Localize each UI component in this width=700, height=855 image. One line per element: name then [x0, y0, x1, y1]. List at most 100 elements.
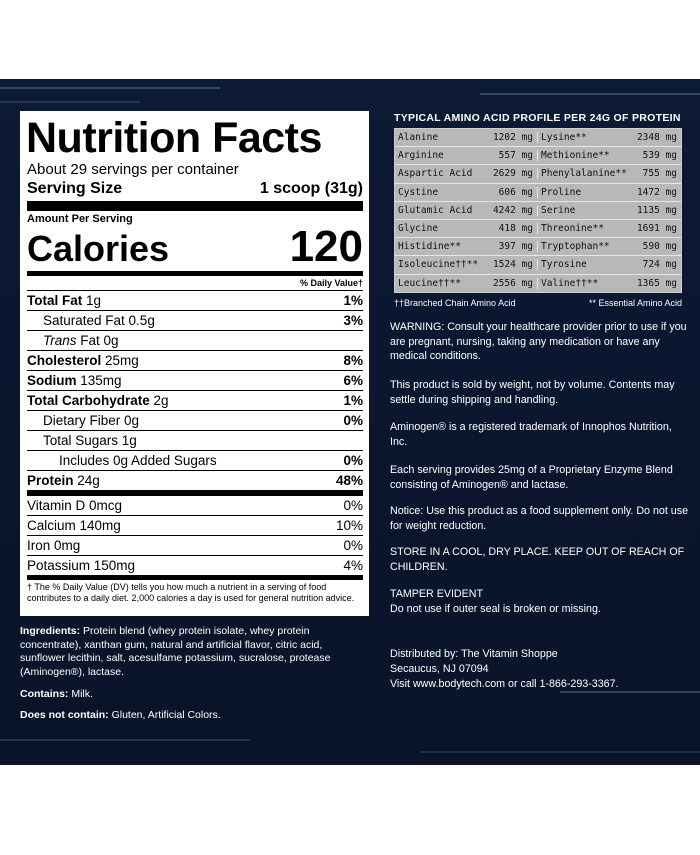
nutrient-amount: 24g [77, 473, 100, 488]
nutrient-dv: 6% [343, 373, 363, 388]
nutrient-amount: 25mg [105, 353, 139, 368]
nutrient-name: Protein [27, 473, 74, 488]
nutrient-name: Total Carbohydrate [27, 393, 150, 408]
amino-acid-cell: Threonine** 1691 mg [538, 223, 681, 234]
amino-acid-value: 606 mg [498, 186, 533, 198]
vitamin-name: Potassium 150mg [27, 558, 136, 573]
amino-acid-name: Glutamic Acid [398, 204, 473, 216]
amino-acid-cell: Valine††** 1365 mg [538, 278, 681, 289]
nutrient-name: Total Fat [27, 293, 83, 308]
ingredients-body: Protein blend (whey protein isolate, whe… [20, 625, 331, 678]
amino-acid-cell: Aspartic Acid 2629 mg [395, 168, 538, 180]
amino-acid-value: 1135 mg [636, 204, 677, 216]
amino-acid-cell: Lysine** 2348 mg [538, 132, 681, 143]
distributor-line-3: Visit www.bodytech.com or call 1-866-293… [390, 678, 619, 690]
amino-acid-cell: Histidine** 397 mg [395, 241, 538, 253]
nutrient-name: Trans [43, 333, 77, 348]
amino-acid-value: 724 mg [642, 259, 677, 271]
amino-acid-name: Isoleucine††** [398, 259, 479, 271]
calories-label: Calories [27, 228, 170, 269]
amino-acid-value: 2556 mg [492, 277, 533, 289]
servings-per-container: About 29 servings per container [27, 161, 239, 178]
amino-acid-cell: Cystine 606 mg [395, 186, 538, 198]
amino-acid-cell: Phenylalanine** 755 mg [538, 168, 681, 179]
amino-acid-name: Glycine [398, 223, 439, 235]
amino-acid-name: Serine [541, 204, 576, 216]
nutrient-name: Cholesterol [27, 353, 102, 368]
amino-acid-row: Leucine††** 2556 mg Valine††** 1365 mg [395, 275, 681, 292]
amino-acid-cell: Serine 1135 mg [538, 205, 681, 216]
amino-acid-name: Leucine††** [398, 277, 461, 289]
calories-row: Calories 120 [27, 225, 363, 276]
vitamin-name: Iron 0mg [27, 538, 81, 553]
distributor-line-2: Secaucus, NJ 07094 [390, 663, 489, 675]
daily-value-header: % Daily Value† [27, 276, 363, 291]
amino-acid-name: Cystine [398, 186, 439, 198]
amino-acid-value: 4242 mg [492, 204, 533, 216]
distributor-line-1: Distributed by: The Vitamin Shoppe [390, 648, 558, 660]
nutrient-amount: Fat 0g [76, 333, 119, 348]
nutrient-name: Includes 0g Added Sugars [59, 453, 217, 468]
amino-acid-name: Tryptophan** [541, 241, 610, 253]
ingredients-text: Ingredients: Protein blend (whey protein… [20, 625, 370, 679]
nutrient-row: Sodium 135mg 6% [27, 370, 363, 390]
amino-acid-name: Aspartic Acid [398, 168, 473, 180]
amino-acid-value: 557 mg [498, 150, 533, 162]
nutrient-name: Total Sugars 1g [43, 433, 137, 448]
amino-acid-cell: Isoleucine††** 1524 mg [395, 259, 538, 271]
amino-acid-row: Arginine 557 mg Methionine** 539 mg [395, 147, 681, 166]
amino-acid-value: 539 mg [642, 150, 677, 162]
amino-acid-cell: Leucine††** 2556 mg [395, 277, 538, 289]
amino-acid-value: 590 mg [642, 241, 677, 253]
nutrient-row: Cholesterol 25mg 8% [27, 350, 363, 370]
nutrient-name: Saturated Fat 0.5g [43, 313, 155, 328]
amino-acid-name: Methionine** [541, 150, 610, 162]
amino-acid-name: Arginine [398, 150, 444, 162]
nutrient-row: Saturated Fat 0.5g 3% [27, 310, 363, 330]
vitamin-name: Vitamin D 0mcg [27, 498, 123, 513]
amino-acid-row: Aspartic Acid 2629 mg Phenylalanine** 755 m… [395, 165, 681, 184]
serving-size-label: Serving Size [27, 180, 123, 197]
essential-legend: ** Essential Amino Acid [588, 297, 682, 308]
nutrient-row: Total Fat 1g 1% [27, 291, 363, 310]
serving-size-row: Serving Size 1 scoop (31g) [27, 179, 363, 211]
amino-acid-legend: ††Branched Chain Amino Acid ** Essential… [394, 296, 682, 310]
notice-text: Notice: Use this product as a food suppl… [390, 505, 689, 532]
amino-acid-row: Glutamic Acid 4242 mg Serine 1135 mg [395, 202, 681, 220]
amino-acid-cell: Tryptophan** 590 mg [538, 241, 681, 252]
vitamin-name: Calcium 140mg [27, 518, 121, 533]
nutrient-dv: 8% [343, 353, 363, 368]
amino-acid-value: 1691 mg [636, 223, 677, 235]
amino-acid-row: Histidine** 397 mg Tryptophan** 590 mg [395, 238, 681, 257]
amino-acid-cell: Alanine 1202 mg [395, 132, 538, 144]
amino-acid-value: 1472 mg [636, 186, 677, 198]
nutrient-row: Dietary Fiber 0g 0% [27, 410, 363, 430]
amino-acid-name: Tyrosine [541, 259, 587, 271]
bcaa-legend: ††Branched Chain Amino Acid [394, 297, 516, 308]
does-not-contain-body: Gluten, Artificial Colors. [108, 709, 221, 721]
nutrient-row: Includes 0g Added Sugars 0% [27, 450, 363, 470]
nutrient-dv: 1% [343, 293, 363, 308]
amino-acid-cell: Glutamic Acid 4242 mg [395, 204, 538, 216]
nutrient-dv: 0% [343, 453, 363, 468]
vitamin-dv: 4% [343, 558, 363, 573]
amino-acid-cell: Methionine** 539 mg [538, 150, 681, 161]
amino-acid-name: Histidine** [398, 241, 461, 253]
amino-acid-value: 418 mg [498, 223, 533, 235]
nutrient-row: Protein 24g 48% [27, 470, 363, 496]
amino-acid-value: 755 mg [642, 168, 677, 180]
nutrient-dv: 3% [343, 313, 363, 328]
tamper-title: TAMPER EVIDENT [390, 588, 484, 600]
amino-acid-row: Isoleucine††** 1524 mg Tyrosine 724 mg [395, 256, 681, 275]
amino-acid-row: Cystine 606 mg Proline 1472 mg [395, 184, 681, 202]
contains-body: Milk. [68, 688, 93, 700]
vitamin-dv: 0% [343, 538, 363, 553]
amino-acid-name: Proline [541, 186, 582, 198]
serving-size-value: 1 scoop (31g) [259, 180, 363, 197]
amino-acid-cell: Arginine 557 mg [395, 150, 538, 162]
nutrition-facts-title: Nutrition Facts [26, 114, 322, 162]
nutrient-name: Sodium [27, 373, 77, 388]
amino-acid-value: 2348 mg [636, 132, 677, 144]
nutrient-amount: 2g [153, 393, 169, 408]
vitamin-dv: 0% [343, 498, 363, 513]
